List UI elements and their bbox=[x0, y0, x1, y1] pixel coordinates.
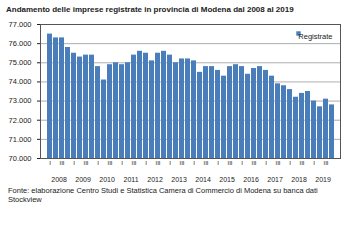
svg-text:2019: 2019 bbox=[315, 176, 331, 183]
svg-text:I: I bbox=[241, 160, 243, 166]
svg-text:I: I bbox=[289, 160, 291, 166]
svg-text:III: III bbox=[155, 160, 160, 166]
svg-text:III: III bbox=[203, 160, 208, 166]
svg-text:2012: 2012 bbox=[147, 176, 163, 183]
svg-text:III: III bbox=[131, 160, 136, 166]
svg-text:III: III bbox=[323, 160, 328, 166]
svg-text:2010: 2010 bbox=[99, 176, 115, 183]
svg-text:I: I bbox=[97, 160, 99, 166]
svg-text:70.000: 70.000 bbox=[9, 154, 32, 163]
svg-text:I: I bbox=[217, 160, 219, 166]
svg-text:I: I bbox=[193, 160, 195, 166]
svg-text:I: I bbox=[145, 160, 147, 166]
svg-text:2008: 2008 bbox=[51, 176, 67, 183]
svg-text:III: III bbox=[179, 160, 184, 166]
svg-text:2013: 2013 bbox=[171, 176, 187, 183]
svg-text:72.000: 72.000 bbox=[9, 116, 32, 125]
svg-text:I: I bbox=[169, 160, 171, 166]
svg-text:2009: 2009 bbox=[75, 176, 91, 183]
svg-text:III: III bbox=[227, 160, 232, 166]
svg-text:76.000: 76.000 bbox=[9, 39, 32, 48]
svg-text:2015: 2015 bbox=[219, 176, 235, 183]
svg-text:2017: 2017 bbox=[267, 176, 283, 183]
svg-text:2016: 2016 bbox=[243, 176, 259, 183]
svg-text:I: I bbox=[121, 160, 123, 166]
svg-text:75.000: 75.000 bbox=[9, 58, 32, 67]
svg-text:III: III bbox=[299, 160, 304, 166]
svg-text:III: III bbox=[59, 160, 64, 166]
html-text:Fonte: elaborazione Centro Stu: Fonte: elaborazione Centro Studi e Stati… bbox=[8, 186, 318, 205]
svg-text:2014: 2014 bbox=[195, 176, 211, 183]
svg-text:III: III bbox=[251, 160, 256, 166]
svg-text:2011: 2011 bbox=[124, 176, 139, 183]
svg-text:III: III bbox=[107, 160, 112, 166]
svg-text:III: III bbox=[83, 160, 88, 166]
svg-text:Registrate: Registrate bbox=[298, 32, 332, 41]
svg-text:71.000: 71.000 bbox=[9, 135, 32, 144]
svg-text:III: III bbox=[275, 160, 280, 166]
svg-text:2018: 2018 bbox=[291, 176, 307, 183]
svg-text:I: I bbox=[265, 160, 267, 166]
svg-text:I: I bbox=[49, 160, 51, 166]
svg-text:I: I bbox=[313, 160, 315, 166]
svg-text:74.000: 74.000 bbox=[9, 77, 32, 86]
svg-text:I: I bbox=[73, 160, 75, 166]
html-text:Andamento delle imprese regist: Andamento delle imprese registrate in pr… bbox=[6, 5, 294, 14]
svg-text:73.000: 73.000 bbox=[9, 96, 32, 105]
svg-text:77.000: 77.000 bbox=[9, 20, 32, 29]
